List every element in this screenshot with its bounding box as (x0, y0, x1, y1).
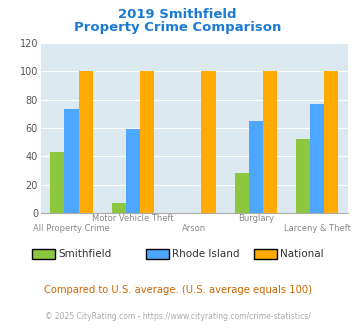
Text: 2019 Smithfield: 2019 Smithfield (118, 8, 237, 21)
Bar (296, 139, 310, 213)
Bar (235, 173, 249, 213)
Text: © 2025 CityRating.com - https://www.cityrating.com/crime-statistics/: © 2025 CityRating.com - https://www.city… (45, 312, 310, 321)
Bar (126, 129, 140, 213)
Text: National: National (280, 249, 324, 259)
Bar (78, 71, 93, 213)
Bar (112, 203, 126, 213)
Text: Rhode Island: Rhode Island (172, 249, 240, 259)
Text: Motor Vehicle Theft: Motor Vehicle Theft (92, 214, 174, 223)
Bar (310, 104, 324, 213)
Bar (65, 110, 78, 213)
Bar (324, 71, 338, 213)
Text: Arson: Arson (182, 224, 206, 233)
Text: Smithfield: Smithfield (59, 249, 112, 259)
Text: Compared to U.S. average. (U.S. average equals 100): Compared to U.S. average. (U.S. average … (44, 285, 311, 295)
Bar (201, 71, 215, 213)
Text: Property Crime Comparison: Property Crime Comparison (74, 21, 281, 34)
Bar (249, 121, 263, 213)
Bar (50, 152, 65, 213)
Text: Larceny & Theft: Larceny & Theft (284, 224, 351, 233)
Bar (263, 71, 277, 213)
Text: Burglary: Burglary (238, 214, 274, 223)
Bar (140, 71, 154, 213)
Text: All Property Crime: All Property Crime (33, 224, 110, 233)
